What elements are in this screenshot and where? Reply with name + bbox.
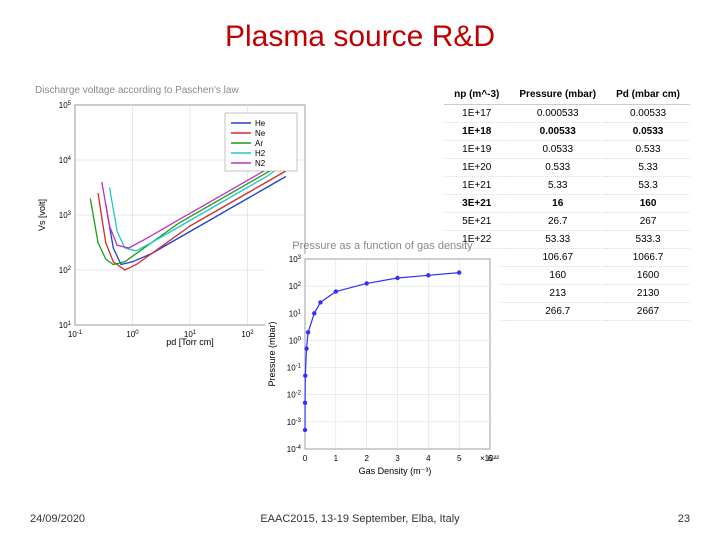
paschen-chart-title: Discharge voltage according to Paschen's… [35, 85, 315, 96]
svg-text:104: 104 [59, 156, 72, 165]
table-row: 1E+180.005330.0533 [444, 123, 690, 141]
svg-text:H2: H2 [255, 149, 266, 158]
svg-text:Ne: Ne [255, 129, 266, 138]
slide-title: Plasma source R&D [0, 20, 720, 54]
table-header: np (m^-3) [444, 85, 509, 105]
footer-center: EAAC2015, 13-19 September, Elba, Italy [0, 513, 720, 525]
svg-text:0: 0 [303, 454, 308, 463]
table-row: 1E+170.0005330.00533 [444, 105, 690, 123]
svg-text:10-1: 10-1 [68, 330, 83, 339]
table-header: Pressure (mbar) [509, 85, 606, 105]
footer-page: 23 [678, 513, 690, 525]
svg-text:103: 103 [59, 211, 72, 220]
pressure-xfactor: ×10²² [480, 454, 499, 463]
pressure-svg: 0123456 10-410-310-210-1100101102103 ×10… [265, 254, 500, 479]
table-header: Pd (mbar cm) [606, 85, 690, 105]
paschen-ylabel: Vs [volt] [37, 199, 47, 231]
svg-text:102: 102 [289, 282, 302, 291]
svg-text:103: 103 [289, 255, 302, 264]
svg-text:102: 102 [59, 266, 72, 275]
svg-text:5: 5 [457, 454, 462, 463]
svg-text:N2: N2 [255, 159, 266, 168]
svg-text:2: 2 [364, 454, 369, 463]
svg-text:105: 105 [59, 101, 72, 110]
pressure-chart: Pressure as a function of gas density 01… [265, 240, 500, 480]
pressure-xlabel: Gas Density (m⁻³) [359, 466, 432, 476]
table-row: 1E+200.5335.33 [444, 159, 690, 177]
svg-text:100: 100 [126, 330, 139, 339]
svg-text:102: 102 [241, 330, 254, 339]
svg-text:He: He [255, 119, 266, 128]
svg-text:10-4: 10-4 [287, 445, 302, 454]
pressure-ylabel: Pressure (mbar) [267, 321, 277, 386]
pressure-chart-title: Pressure as a function of gas density [265, 240, 500, 252]
svg-text:10-1: 10-1 [287, 364, 302, 373]
table-row: 5E+2126.7267 [444, 213, 690, 231]
table-row: 1E+215.3353.3 [444, 177, 690, 195]
svg-text:1: 1 [334, 454, 339, 463]
svg-text:10-3: 10-3 [287, 418, 302, 427]
svg-text:101: 101 [289, 309, 302, 318]
svg-text:Ar: Ar [255, 139, 263, 148]
svg-text:4: 4 [426, 454, 431, 463]
svg-text:100: 100 [289, 336, 302, 345]
svg-text:10-2: 10-2 [287, 391, 302, 400]
svg-text:101: 101 [59, 321, 72, 330]
svg-text:3: 3 [395, 454, 400, 463]
table-row: 1E+190.05330.533 [444, 141, 690, 159]
table-row: 3E+2116160 [444, 195, 690, 213]
paschen-xlabel: pd [Torr cm] [166, 337, 214, 347]
